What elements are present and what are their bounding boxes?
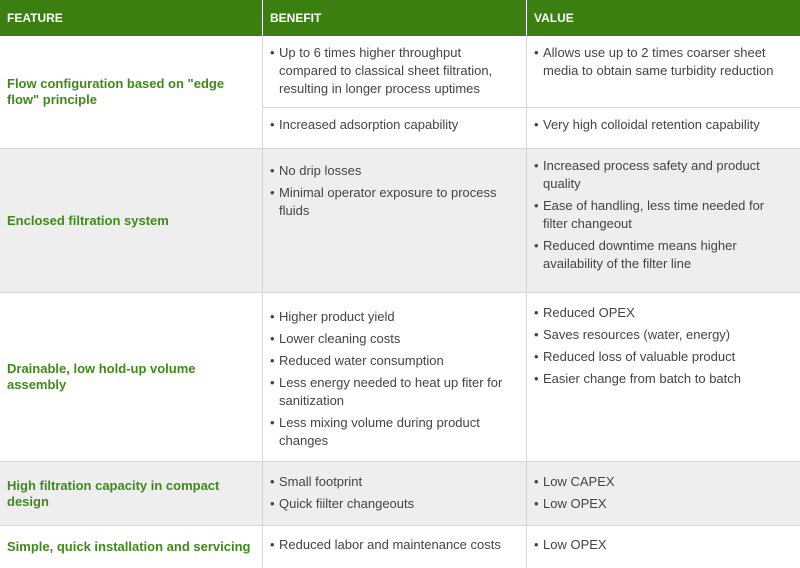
value-item: Easier change from batch to batch [534, 370, 792, 388]
value-cell: Reduced OPEX Saves resources (water, ene… [527, 293, 800, 462]
feature-cell: Simple, quick installation and servicing [0, 526, 263, 568]
benefit-item: Reduced water consumption [270, 352, 518, 370]
benefit-item: Reduced labor and maintenance costs [270, 536, 518, 554]
value-cell: Low OPEX [527, 526, 800, 568]
value-item: Low CAPEX [534, 473, 792, 491]
benefit-cell: Increased adsorption capability [263, 108, 527, 149]
benefit-cell: Up to 6 times higher throughput compared… [263, 36, 527, 108]
benefit-item: Higher product yield [270, 308, 518, 326]
value-item: Reduced downtime means higher availabili… [534, 237, 792, 273]
value-item: Allows use up to 2 times coarser sheet m… [534, 44, 792, 80]
benefit-cell: Small footprint Quick fiilter changeouts [263, 462, 527, 526]
benefit-item: Less mixing volume during product change… [270, 414, 518, 450]
value-item: Increased process safety and product qua… [534, 157, 792, 193]
value-cell: Low CAPEX Low OPEX [527, 462, 800, 526]
value-item: Saves resources (water, energy) [534, 326, 792, 344]
benefit-item: Less energy needed to heat up fiter for … [270, 374, 518, 410]
feature-cell: High filtration capacity in compact desi… [0, 462, 263, 526]
benefit-cell: Reduced labor and maintenance costs [263, 526, 527, 568]
value-item: Very high colloidal retention capability [534, 116, 792, 134]
feature-cell: Drainable, low hold-up volume assembly [0, 293, 263, 462]
benefit-item: Lower cleaning costs [270, 330, 518, 348]
value-cell: Allows use up to 2 times coarser sheet m… [527, 36, 800, 108]
feature-cell: Flow configuration based on "edge flow" … [0, 36, 263, 149]
benefit-item: Quick fiilter changeouts [270, 495, 518, 513]
benefit-item: No drip losses [270, 162, 518, 180]
value-item: Ease of handling, less time needed for f… [534, 197, 792, 233]
benefit-item: Small footprint [270, 473, 518, 491]
benefit-cell: Higher product yield Lower cleaning cost… [263, 293, 527, 462]
value-item: Reduced loss of valuable product [534, 348, 792, 366]
benefit-item: Up to 6 times higher throughput compared… [270, 44, 518, 98]
header-value: VALUE [527, 0, 800, 36]
header-feature: FEATURE [0, 0, 263, 36]
value-item: Reduced OPEX [534, 304, 792, 322]
feature-cell: Enclosed filtration system [0, 149, 263, 293]
value-item: Low OPEX [534, 495, 792, 513]
value-cell: Increased process safety and product qua… [527, 149, 800, 293]
value-item: Low OPEX [534, 536, 792, 554]
benefit-item: Increased adsorption capability [270, 116, 518, 134]
header-benefit: BENEFIT [263, 0, 527, 36]
benefit-item: Minimal operator exposure to process flu… [270, 184, 518, 220]
value-cell: Very high colloidal retention capability [527, 108, 800, 149]
benefit-cell: No drip losses Minimal operator exposure… [263, 149, 527, 293]
